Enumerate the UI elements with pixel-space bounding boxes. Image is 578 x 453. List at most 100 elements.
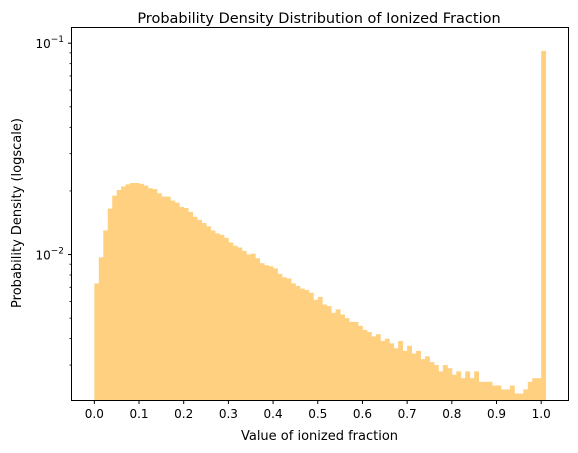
histogram-bar [304, 289, 310, 400]
x-tick-label: 1.0 [532, 407, 551, 421]
histogram-bar [317, 296, 323, 400]
histogram-bar [442, 365, 448, 400]
histogram-bar [518, 393, 524, 400]
histogram-bar [380, 340, 386, 400]
y-axis-ticks: 10−2 10−1 [35, 35, 72, 366]
histogram-bar [402, 350, 408, 400]
histogram-bar [156, 193, 162, 400]
histogram-bar [438, 371, 444, 400]
histogram-bar [322, 304, 328, 400]
histogram-bar [152, 189, 158, 400]
histogram-bar [474, 371, 480, 400]
histogram-bar [273, 268, 278, 400]
histogram-bar [469, 378, 475, 400]
histogram-bar [147, 188, 153, 400]
histogram-bar [527, 381, 533, 400]
histogram-bar [492, 385, 497, 400]
histogram-bar [282, 277, 287, 400]
histogram-bar [407, 345, 413, 400]
histogram-bar [201, 223, 207, 400]
histogram-bar [375, 334, 381, 400]
histogram-bar [241, 250, 247, 400]
histogram-bar [541, 50, 547, 400]
histogram-bar [496, 385, 502, 400]
histogram-bar [366, 332, 372, 400]
histogram-bar [125, 184, 131, 400]
histogram-bar [161, 196, 167, 400]
histogram-bar [103, 230, 109, 400]
histogram-bar [277, 273, 283, 400]
histogram-bar [313, 299, 319, 400]
histogram-bar [340, 314, 345, 400]
x-tick-label: 0.0 [85, 407, 104, 421]
x-tick-label: 0.6 [353, 407, 372, 421]
histogram-bar [290, 283, 296, 400]
histogram-bar [456, 371, 462, 400]
histogram-bar [362, 329, 368, 400]
histogram-bar [523, 389, 529, 400]
histogram-bar [210, 230, 216, 400]
histogram-bar [188, 211, 194, 400]
histogram-bar [299, 288, 305, 400]
histogram-bar [170, 200, 176, 400]
histogram-bar [393, 348, 399, 400]
histogram-bar [505, 389, 511, 400]
y-tick-label: 10−2 [35, 247, 64, 263]
histogram-bar [98, 257, 104, 400]
histogram-bar [349, 321, 354, 400]
histogram-bar [295, 285, 301, 400]
histogram-bar [353, 321, 359, 400]
histogram-bar [250, 253, 256, 400]
histogram-bar [429, 362, 435, 400]
histogram-bar [237, 247, 243, 400]
histogram-bar [487, 381, 493, 400]
histogram-bar [344, 318, 350, 400]
histogram-bar [139, 183, 144, 400]
x-tick-label: 0.7 [398, 407, 417, 421]
histogram-bar [246, 254, 252, 400]
histogram-bar [219, 234, 225, 400]
histogram-bar [121, 186, 127, 400]
chart-title: Probability Density Distribution of Ioni… [137, 11, 500, 27]
histogram-bar [264, 265, 270, 400]
histogram-bar [143, 185, 149, 400]
histogram-bar [371, 336, 377, 400]
histogram-bar [192, 216, 198, 400]
histogram-bar [206, 226, 211, 400]
y-axis-label: Probability Density (logscale) [10, 118, 25, 308]
histogram-bar [130, 183, 135, 400]
x-tick-label: 0.8 [442, 407, 461, 421]
x-tick-label: 0.5 [308, 407, 327, 421]
histogram-bar [228, 242, 234, 400]
histogram-bar [232, 245, 238, 400]
histogram-bar [465, 371, 471, 400]
histogram-bar [259, 263, 265, 400]
x-axis-ticks: 0.0 0.1 0.2 0.3 0.4 0.5 0.6 0.7 0.8 0.9 1.0 [85, 400, 551, 421]
y-tick-label: 10−1 [35, 35, 64, 51]
histogram-bar [460, 378, 466, 400]
histogram-bar [335, 309, 341, 400]
histogram-bar [174, 202, 180, 400]
histogram-bar [433, 365, 439, 400]
histogram-bar [532, 378, 538, 400]
histogram-bar [509, 385, 515, 400]
x-axis-label: Value of ionized fraction [241, 429, 398, 444]
histogram-bar [478, 381, 484, 400]
histogram-bar [357, 325, 363, 400]
histogram-bar [451, 374, 457, 400]
histogram-bar [134, 183, 140, 400]
histogram-bar [255, 258, 261, 400]
histogram-bar [500, 389, 506, 400]
histogram-bar [447, 368, 453, 400]
histogram-bar [326, 306, 332, 400]
histogram-bar [214, 233, 220, 400]
histogram-bar [286, 278, 292, 400]
histogram-bar [384, 338, 390, 400]
histogram-bar [331, 312, 337, 400]
histogram-bar [165, 196, 171, 400]
bars-group [94, 50, 547, 400]
histogram-bar [398, 340, 404, 400]
histogram-bar [94, 283, 100, 400]
histogram-bar [483, 381, 488, 400]
